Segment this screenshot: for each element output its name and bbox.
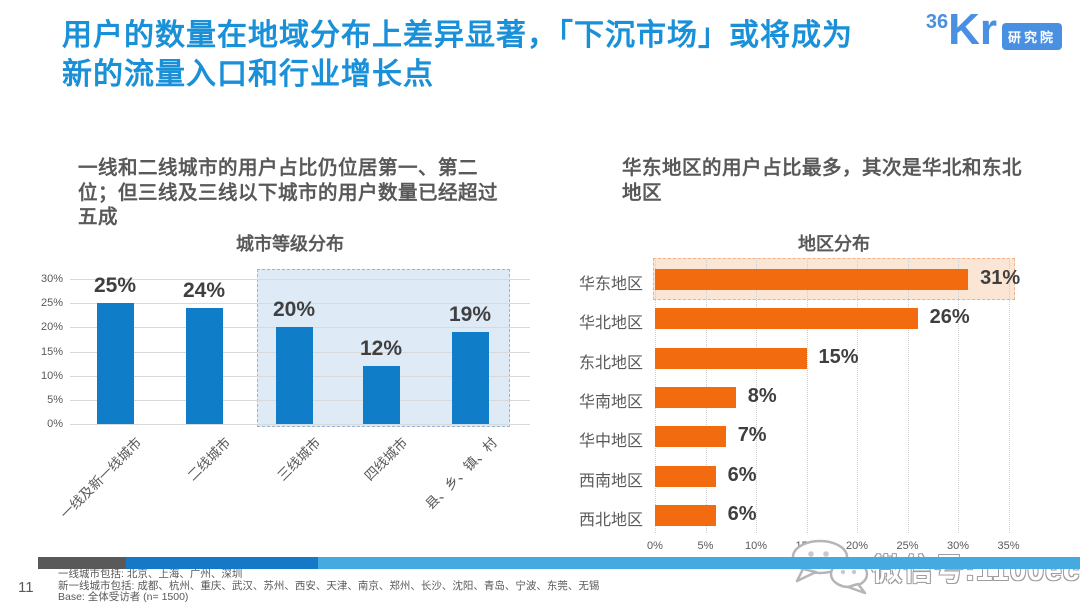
footer-bar-segment-3: [318, 557, 1080, 569]
left-chart-ytick-label: 10%: [40, 369, 63, 382]
left-chart-gridline: [70, 424, 530, 425]
category-label-华东地区: 华东地区: [578, 276, 643, 293]
category-label-华中地区: 华中地区: [578, 433, 643, 451]
bar-value-label: 6%: [727, 463, 757, 486]
right-chart-xtick-label: 5%: [697, 540, 714, 552]
category-label-东北地区: 东北地区: [578, 354, 643, 372]
bar-value-label: 15%: [818, 345, 859, 368]
right-chart-xtick-label: 0%: [647, 540, 663, 552]
right-chart-gridline: [806, 258, 808, 533]
bar-value-label: 7%: [737, 424, 767, 447]
right-panel-subtitle: 华东地区的用户占比最多，其次是华北和东北地区: [622, 157, 1023, 204]
logo-36kr: 36 Kr 研究院: [925, 5, 1062, 54]
right-chart-xtick-label: 10%: [744, 540, 768, 552]
category-label-西南地区: 西南地区: [578, 472, 643, 490]
bar-二线城市: [186, 308, 223, 424]
right-chart-gridline: [958, 258, 959, 533]
page-number: 11: [18, 579, 34, 596]
left-chart-gridline: [70, 303, 530, 305]
bar-东北地区: [655, 347, 807, 369]
bar-value-label: 25%: [93, 274, 137, 298]
bar-value-label: 12%: [359, 337, 403, 360]
bar-value-label: 26%: [929, 306, 970, 329]
bar-value-label: 31%: [980, 267, 1021, 289]
x-axis-category-label: 三线城市: [274, 434, 324, 484]
right-chart-gridline: [907, 258, 909, 533]
left-chart-ytick-label: 25%: [40, 297, 63, 310]
right-chart-xtick-label: 35%: [997, 540, 1020, 552]
right-chart-xtick-label: 20%: [845, 540, 869, 552]
left-chart-gridline: [70, 279, 530, 280]
footnote-line-2: 新一线城市包括: 成都、杭州、重庆、武汉、苏州、西安、天津、南京、郑州、长沙、沈…: [58, 579, 600, 592]
x-axis-category-label: 二线城市: [184, 434, 234, 484]
left-chart-ytick-label: 20%: [40, 321, 63, 334]
category-label-华北地区: 华北地区: [578, 315, 643, 333]
x-axis-category-label: 县、乡、镇、村: [422, 434, 500, 513]
bar-value-label: 8%: [747, 384, 777, 407]
bar-西南地区: [655, 465, 716, 487]
bar-value-label: 24%: [182, 279, 226, 302]
region-bar-chart: 0% 5% 10% 15% 20% 25% 30% 35% 华东地区 31% 华北地区 26% 东北地区…: [579, 258, 1020, 552]
bar-value-label: 6%: [727, 502, 757, 525]
bar-华东地区: [655, 269, 969, 290]
bar-华南地区: [655, 386, 736, 408]
footer-bar-segment-2: [126, 557, 318, 569]
footnote-line-3: Base: 全体受访者 (n= 1500): [58, 591, 189, 603]
left-chart-ytick-label: 5%: [47, 393, 63, 406]
category-label-西北地区: 西北地区: [578, 511, 643, 529]
x-axis-category-label: 一线及新一线城市: [57, 434, 145, 522]
right-chart-xtick-label: 25%: [896, 540, 919, 552]
bar-华中地区: [655, 426, 726, 448]
bar-县、乡、镇、村: [452, 332, 489, 424]
bar-三线城市: [276, 327, 313, 424]
right-chart-gridline: [857, 258, 858, 533]
logo-research-badge: 研究院: [1001, 23, 1062, 50]
left-chart-ytick-label: 30%: [40, 273, 63, 285]
right-chart-title: 地区分布: [798, 234, 870, 254]
page-title-line1: 用户的数量在地域分布上差异显著，「下沉市场」或将成为: [62, 19, 853, 52]
bar-西北地区: [655, 504, 716, 526]
left-panel-subtitle: 一线和二线城市的用户占比仍位居第一、第二位；但三线及三线以下城市的用户数量已经超…: [78, 157, 499, 228]
right-chart-gridline: [1008, 258, 1010, 533]
bar-一线及新一线城市: [97, 303, 134, 424]
bar-value-label: 19%: [448, 303, 492, 327]
right-chart-gridline: [756, 258, 757, 533]
footer-bar-segment-1: [38, 557, 126, 569]
left-chart-title: 城市等级分布: [236, 234, 344, 254]
x-axis-category-label: 四线城市: [361, 434, 411, 484]
bar-value-label: 20%: [272, 298, 316, 322]
left-chart-ytick-label: 0%: [47, 418, 63, 430]
right-chart-xtick-label: 30%: [946, 540, 970, 552]
page-title-line2: 新的流量入口和行业增长点: [62, 58, 434, 91]
bar-华北地区: [655, 308, 918, 330]
footnotes: 一线城市包括: 北京、上海、广州、深圳 新一线城市包括: 成都、杭州、重庆、武汉…: [58, 568, 600, 604]
city-tier-bar-chart: 0% 5% 10% 15% 20% 25% 30% 25% 一线及新一线城市 24% 二线城市 20%…: [41, 269, 530, 522]
page-title: 用户的数量在地域分布上差异显著，「下沉市场」或将成为 新的流量入口和行业增长点: [62, 16, 853, 94]
logo-36-text: 36: [925, 11, 949, 33]
footnote-line-1: 一线城市包括: 北京、上海、广州、深圳: [58, 568, 243, 580]
logo-kr-text: Kr: [948, 5, 997, 54]
bar-四线城市: [363, 366, 400, 424]
category-label-华南地区: 华南地区: [578, 393, 643, 411]
left-chart-ytick-label: 15%: [40, 345, 63, 358]
